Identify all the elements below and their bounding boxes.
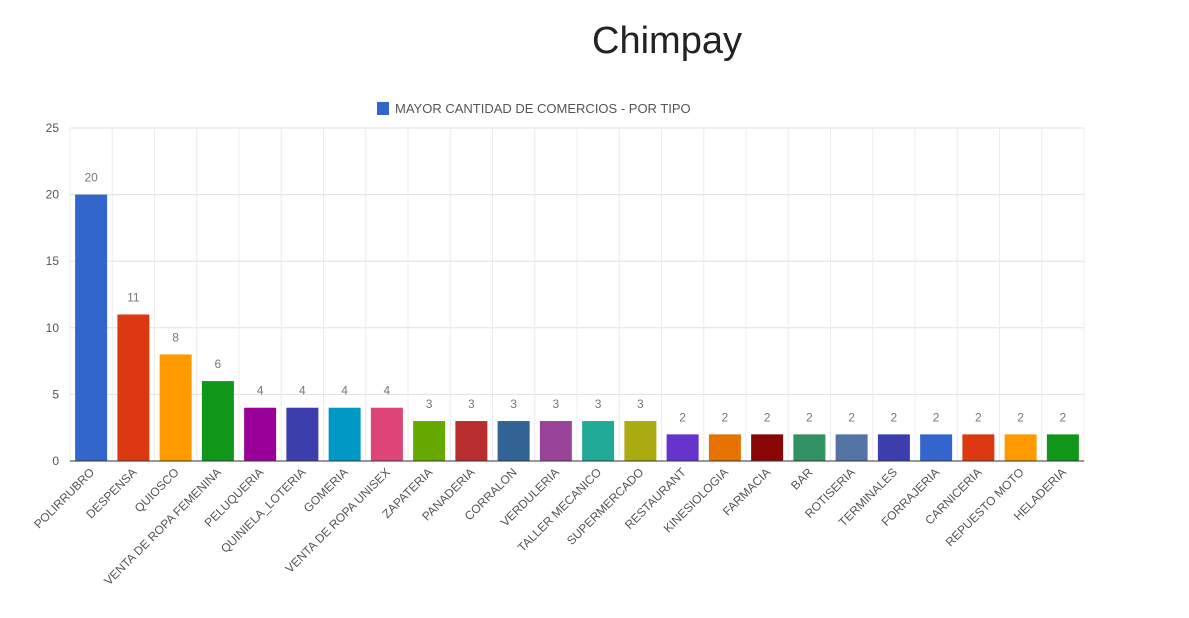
bar xyxy=(962,434,995,461)
data-label: 3 xyxy=(595,397,602,411)
legend-swatch xyxy=(377,102,389,115)
bar xyxy=(370,407,403,461)
data-label: 11 xyxy=(127,290,140,304)
legend[interactable]: MAYOR CANTIDAD DE COMERCIOS - POR TIPO xyxy=(377,101,691,116)
bar xyxy=(835,434,868,461)
data-label: 2 xyxy=(1017,410,1024,424)
bar xyxy=(201,381,234,461)
data-label: 2 xyxy=(806,410,813,424)
x-tick-label: BAR xyxy=(788,465,816,493)
bar xyxy=(877,434,910,461)
bar xyxy=(1004,434,1037,461)
x-tick-label: QUINIELA_LOTERIA xyxy=(218,465,309,556)
bar xyxy=(1046,434,1079,461)
data-label: 4 xyxy=(384,384,391,398)
bar xyxy=(75,194,108,461)
bar xyxy=(286,407,319,461)
data-label: 2 xyxy=(679,410,686,424)
y-tick-label: 10 xyxy=(46,321,60,335)
x-tick-label: REPUESTO MOTO xyxy=(943,465,1027,549)
bar xyxy=(708,434,741,461)
data-label: 2 xyxy=(722,410,729,424)
data-label: 8 xyxy=(172,330,179,344)
data-label: 2 xyxy=(891,410,898,424)
bar xyxy=(539,421,572,461)
y-tick-label: 0 xyxy=(52,454,59,468)
bar xyxy=(666,434,699,461)
bar xyxy=(413,421,446,461)
data-label: 3 xyxy=(468,397,475,411)
bar xyxy=(582,421,615,461)
data-label: 2 xyxy=(848,410,855,424)
data-label: 4 xyxy=(257,384,264,398)
y-tick-label: 25 xyxy=(46,121,60,135)
data-label: 2 xyxy=(764,410,771,424)
bar xyxy=(624,421,657,461)
bar xyxy=(328,407,361,461)
bar xyxy=(117,314,150,461)
data-label: 3 xyxy=(426,397,433,411)
data-label: 4 xyxy=(341,384,348,398)
bar xyxy=(455,421,488,461)
chart-title: Chimpay xyxy=(592,20,742,62)
y-tick-label: 15 xyxy=(46,254,60,268)
data-label: 2 xyxy=(933,410,940,424)
bar xyxy=(920,434,953,461)
bar xyxy=(793,434,826,461)
x-tick-label: POLIRRUBRO xyxy=(31,465,97,531)
data-label: 3 xyxy=(553,397,560,411)
data-label: 6 xyxy=(215,357,222,371)
bar xyxy=(244,407,277,461)
bar xyxy=(751,434,784,461)
legend-label: MAYOR CANTIDAD DE COMERCIOS - POR TIPO xyxy=(395,101,691,116)
data-label: 3 xyxy=(637,397,644,411)
bar xyxy=(497,421,530,461)
y-tick-label: 5 xyxy=(52,387,59,401)
x-tick-label: SUPERMERCADO xyxy=(564,465,647,548)
data-label: 20 xyxy=(84,171,98,185)
data-label: 2 xyxy=(1060,410,1067,424)
bar xyxy=(159,354,192,461)
data-label: 2 xyxy=(975,410,982,424)
data-label: 3 xyxy=(510,397,517,411)
data-label: 4 xyxy=(299,384,306,398)
y-tick-label: 20 xyxy=(46,188,60,202)
